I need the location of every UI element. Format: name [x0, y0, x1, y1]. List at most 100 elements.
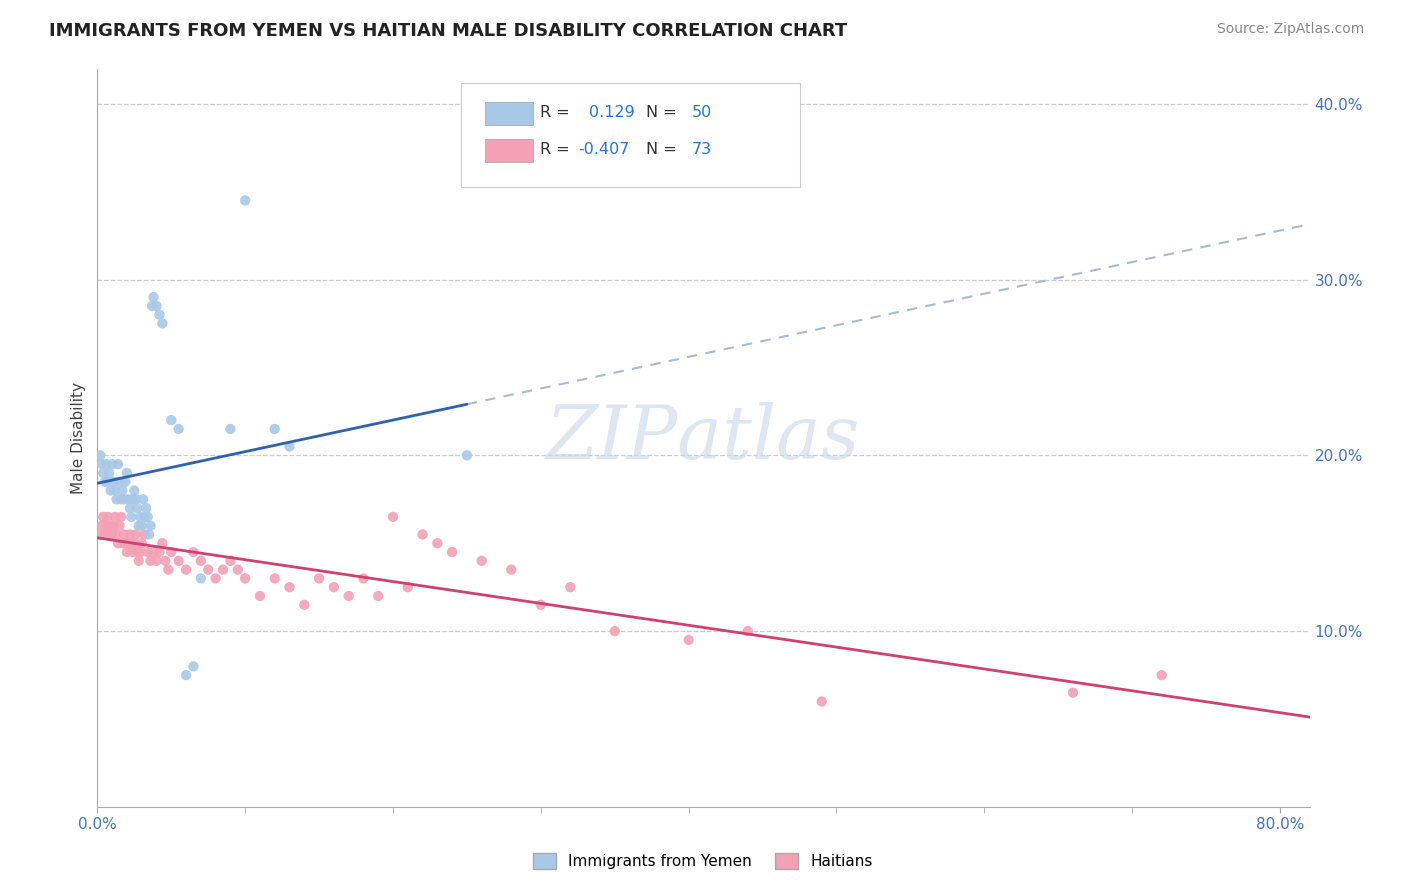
Point [560, 580, 582, 594]
Point [152, 536, 174, 550]
Text: R =: R = [540, 142, 575, 157]
Point [125, 527, 148, 541]
Point [810, 694, 832, 708]
Point [89, 448, 111, 462]
Point [136, 545, 159, 559]
Point [145, 299, 167, 313]
Y-axis label: Male Disability: Male Disability [72, 382, 86, 494]
Point [155, 554, 177, 568]
Point [103, 518, 125, 533]
Point [148, 308, 170, 322]
Point [292, 598, 315, 612]
Point [322, 580, 344, 594]
Point [160, 545, 183, 559]
Point [127, 501, 149, 516]
Point [141, 299, 163, 313]
Point [1062, 686, 1084, 700]
Point [118, 501, 141, 516]
Point [139, 554, 162, 568]
Point [124, 536, 146, 550]
Point [90, 457, 112, 471]
Point [107, 457, 129, 471]
Point [111, 536, 134, 550]
Point [530, 598, 553, 612]
Point [226, 563, 249, 577]
Point [134, 527, 156, 541]
Point [139, 518, 162, 533]
Point [93, 475, 115, 489]
Point [132, 492, 155, 507]
Point [112, 492, 135, 507]
Text: N =: N = [647, 142, 682, 157]
Point [105, 492, 128, 507]
Point [441, 545, 464, 559]
Point [90, 518, 112, 533]
Point [157, 563, 180, 577]
Point [101, 457, 124, 471]
Point [131, 536, 153, 550]
Point [249, 589, 271, 603]
Point [1150, 668, 1173, 682]
Point [737, 624, 759, 639]
Point [96, 457, 118, 471]
Point [167, 422, 190, 436]
Point [103, 475, 125, 489]
Point [89, 527, 111, 541]
Point [93, 527, 115, 541]
Point [91, 466, 114, 480]
Point [104, 483, 127, 498]
Point [135, 501, 157, 516]
Point [212, 563, 235, 577]
Point [278, 440, 301, 454]
Text: Source: ZipAtlas.com: Source: ZipAtlas.com [1216, 22, 1364, 37]
Point [128, 518, 150, 533]
Point [382, 509, 405, 524]
Text: N =: N = [647, 105, 682, 120]
Point [91, 509, 114, 524]
Text: -0.407: -0.407 [579, 142, 630, 157]
Point [352, 571, 374, 585]
FancyBboxPatch shape [461, 83, 800, 186]
Point [100, 518, 122, 533]
Point [190, 571, 212, 585]
Point [134, 509, 156, 524]
Point [98, 527, 121, 541]
Point [233, 194, 256, 208]
Point [108, 518, 131, 533]
Point [105, 527, 128, 541]
Text: 73: 73 [692, 142, 711, 157]
Point [104, 509, 127, 524]
Point [148, 545, 170, 559]
Point [190, 554, 212, 568]
FancyBboxPatch shape [485, 102, 533, 126]
Point [471, 554, 494, 568]
Point [426, 536, 449, 550]
Point [110, 492, 132, 507]
Point [233, 571, 256, 585]
Point [97, 509, 120, 524]
Point [115, 466, 138, 480]
Point [136, 509, 159, 524]
Point [129, 545, 152, 559]
Point [142, 545, 165, 559]
Point [263, 571, 285, 585]
Point [337, 589, 360, 603]
Point [219, 422, 242, 436]
Point [138, 527, 160, 541]
Point [110, 509, 132, 524]
Point [152, 317, 174, 331]
Point [501, 563, 523, 577]
Point [114, 536, 136, 550]
Point [308, 571, 330, 585]
Point [128, 554, 150, 568]
Point [127, 545, 149, 559]
Point [117, 536, 139, 550]
Point [111, 483, 134, 498]
Point [121, 545, 143, 559]
Point [278, 580, 301, 594]
Point [112, 527, 135, 541]
Point [412, 527, 434, 541]
Point [367, 589, 389, 603]
Text: ZIP​atlas: ZIP​atlas [547, 401, 860, 474]
Point [678, 632, 700, 647]
